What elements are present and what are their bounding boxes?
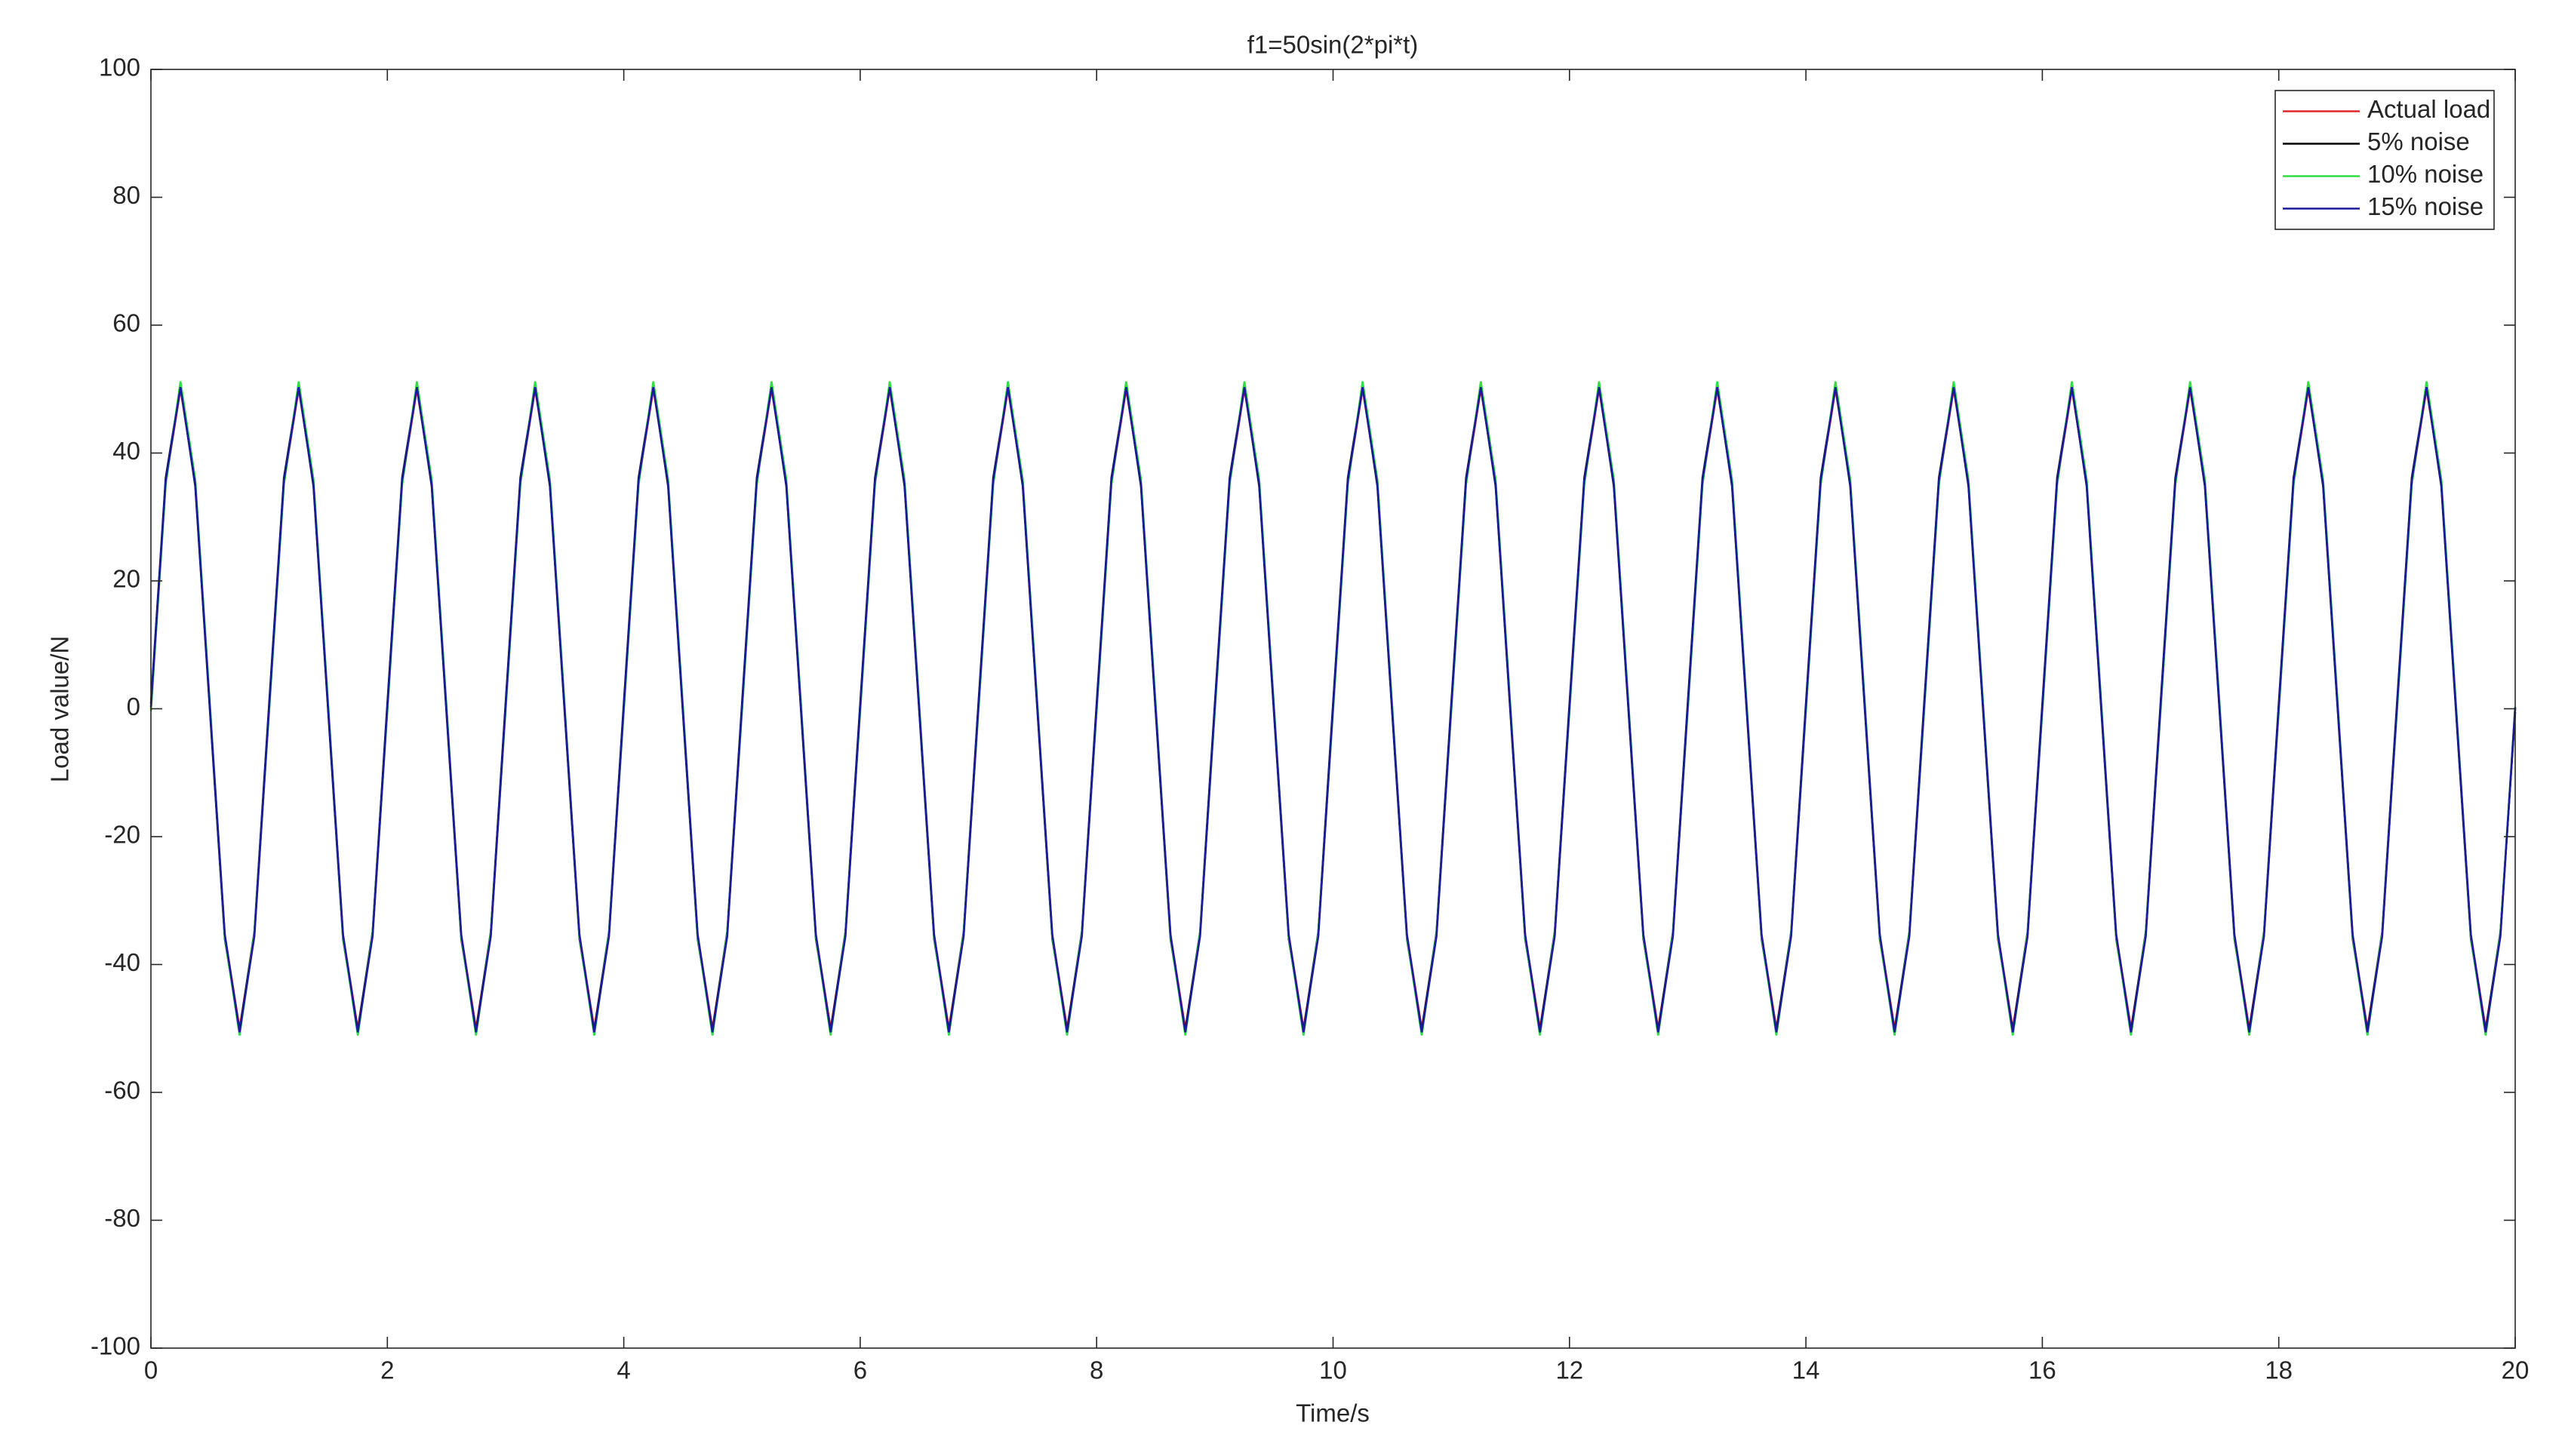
x-tick-label: 2 xyxy=(380,1356,394,1384)
legend-label: 5% noise xyxy=(2367,127,2470,155)
y-tick-label: 80 xyxy=(112,181,140,209)
y-tick-label: -100 xyxy=(91,1332,140,1360)
x-tick-label: 4 xyxy=(617,1356,630,1384)
y-tick-label: 20 xyxy=(112,565,140,593)
y-tick-label: 100 xyxy=(99,54,140,81)
x-tick-label: 6 xyxy=(853,1356,867,1384)
series-line xyxy=(149,387,2517,1033)
x-tick-label: 14 xyxy=(1792,1356,1820,1384)
legend-label: Actual load xyxy=(2367,95,2490,123)
chart-title: f1=50sin(2*pi*t) xyxy=(1247,31,1419,59)
y-tick-label: -40 xyxy=(104,948,140,976)
x-tick-label: 16 xyxy=(2028,1356,2056,1384)
y-tick-label: 0 xyxy=(127,693,140,720)
x-tick-label: 10 xyxy=(1319,1356,1347,1384)
y-tick-label: -80 xyxy=(104,1204,140,1232)
y-tick-label: -60 xyxy=(104,1077,140,1104)
x-axis-label: Time/s xyxy=(1296,1399,1370,1427)
y-tick-label: -20 xyxy=(104,821,140,849)
legend-box xyxy=(2274,90,2495,230)
y-tick-label: 60 xyxy=(112,309,140,337)
y-axis-label: Load value/N xyxy=(46,636,74,782)
legend-label: 10% noise xyxy=(2367,160,2483,188)
x-tick-label: 12 xyxy=(1555,1356,1583,1384)
legend-label: 15% noise xyxy=(2367,192,2483,220)
y-tick-label: 40 xyxy=(112,437,140,465)
x-tick-label: 20 xyxy=(2502,1356,2530,1384)
x-tick-label: 18 xyxy=(2265,1356,2293,1384)
x-tick-label: 0 xyxy=(144,1356,158,1384)
x-tick-label: 8 xyxy=(1090,1356,1103,1384)
